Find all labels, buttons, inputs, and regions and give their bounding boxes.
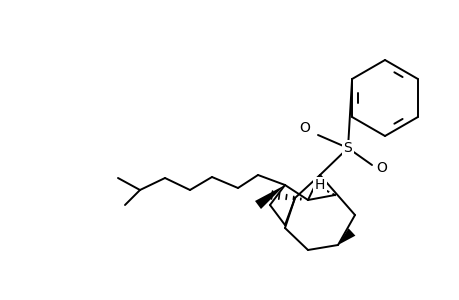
Text: O: O [299,121,310,135]
Polygon shape [337,228,355,245]
Polygon shape [254,185,285,209]
Text: H: H [314,178,325,192]
Text: S: S [343,141,352,155]
Text: O: O [376,161,386,175]
